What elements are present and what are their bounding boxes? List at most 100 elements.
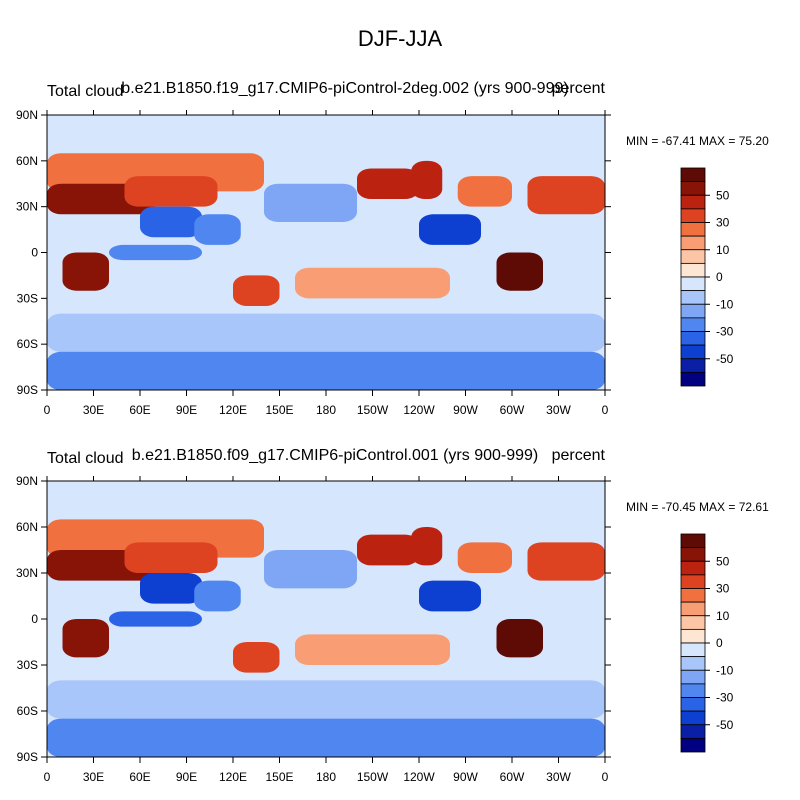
- x-tick-label: 30W: [546, 770, 571, 784]
- region-cell: [140, 573, 202, 604]
- x-tick-label: 0: [602, 403, 609, 417]
- colorbar-box: [680, 533, 706, 549]
- y-tick-label: 30N: [16, 200, 38, 214]
- panel-case-label: b.e21.B1850.f09_g17.CMIP6-piControl.001 …: [132, 447, 538, 464]
- region-cell: [140, 206, 202, 238]
- region-cell: [264, 550, 357, 589]
- colorbar-box: [680, 181, 706, 196]
- colorbar-box: [680, 276, 706, 292]
- min-max-stats: MIN = -67.41 MAX = 75.20: [626, 134, 769, 148]
- stat-max-label: MAX =: [699, 500, 739, 514]
- region-cell: [47, 313, 605, 352]
- y-tick-label: 0: [31, 612, 38, 626]
- region-cell: [411, 527, 443, 566]
- colorbar-label: 0: [716, 636, 723, 650]
- stat-max-value: 72.61: [739, 500, 769, 514]
- x-tick-label: 30E: [83, 770, 104, 784]
- region-cell: [419, 580, 481, 612]
- colorbar-box: [680, 167, 706, 183]
- colorbar-box: [680, 628, 706, 644]
- figure-title: DJF-JJA: [358, 26, 443, 51]
- x-tick-label: 0: [44, 403, 51, 417]
- region-cell: [124, 176, 218, 207]
- y-tick-label: 60N: [16, 520, 38, 534]
- colorbar-box: [680, 331, 706, 346]
- stat-max-label: MAX =: [699, 134, 739, 148]
- x-tick-label: 120W: [403, 403, 435, 417]
- colorbar-box: [680, 724, 706, 739]
- map-field: [47, 115, 605, 390]
- colorbar-box: [680, 642, 706, 658]
- colorbar-box: [680, 358, 706, 373]
- colorbar-box: [680, 208, 706, 223]
- colorbar-box: [680, 344, 706, 360]
- colorbar-box: [680, 710, 706, 726]
- map-field: [47, 481, 605, 757]
- y-tick-label: 90N: [16, 108, 38, 122]
- region-cell: [47, 481, 605, 527]
- x-tick-label: 180: [316, 770, 336, 784]
- y-tick-label: 30S: [17, 658, 38, 672]
- x-tick-label: 150E: [265, 770, 293, 784]
- region-cell: [295, 634, 450, 665]
- colorbar-label: -30: [716, 691, 734, 705]
- colorbar-box: [680, 235, 706, 251]
- colorbar-label: -50: [716, 352, 734, 366]
- x-tick-label: 90E: [176, 403, 197, 417]
- x-tick-label: 150E: [265, 403, 293, 417]
- y-tick-label: 30S: [17, 291, 38, 305]
- x-tick-label: 120E: [219, 770, 247, 784]
- colorbar-label: 50: [716, 188, 730, 202]
- colorbar-box: [680, 262, 706, 278]
- panel-top: Total cloudb.e21.B1850.f19_g17.CMIP6-piC…: [16, 80, 769, 417]
- region-cell: [264, 183, 357, 222]
- y-tick-label: 30N: [16, 566, 38, 580]
- colorbar-box: [680, 683, 706, 698]
- panel-case-label: b.e21.B1850.f19_g17.CMIP6-piControl-2deg…: [121, 80, 568, 97]
- panel-units-label: percent: [552, 447, 606, 464]
- x-tick-label: 0: [44, 770, 51, 784]
- panel-left-label: Total cloud: [47, 83, 124, 100]
- y-tick-label: 90N: [16, 474, 38, 488]
- region-cell: [233, 642, 280, 673]
- colorbar-box: [680, 656, 706, 671]
- colorbar-box: [680, 303, 706, 319]
- colorbar-box: [680, 317, 706, 332]
- region-cell: [62, 619, 109, 658]
- colorbar-label: -10: [716, 297, 734, 311]
- x-tick-label: 150W: [357, 403, 389, 417]
- colorbar-box: [680, 222, 706, 237]
- panel-left-label: Total cloud: [47, 450, 124, 467]
- colorbar-label: -10: [716, 663, 734, 677]
- region-cell: [496, 252, 543, 291]
- colorbar-label: 30: [716, 582, 730, 596]
- colorbar-box: [680, 697, 706, 712]
- panel-bottom: Total cloud b.e21.B1850.f09_g17.CMIP6-piC…: [16, 447, 769, 784]
- region-cell: [357, 534, 419, 566]
- stat-min-label: MIN =: [626, 134, 662, 148]
- min-max-stats: MIN = -70.45 MAX = 72.61: [626, 500, 769, 514]
- region-cell: [194, 214, 241, 245]
- x-tick-label: 60W: [500, 770, 525, 784]
- colorbar-box: [680, 560, 706, 576]
- region-cell: [109, 244, 202, 261]
- colorbar-box: [680, 194, 706, 210]
- colorbar-box: [680, 547, 706, 562]
- x-tick-label: 60E: [129, 770, 150, 784]
- colorbar-label: -30: [716, 325, 734, 339]
- region-cell: [47, 680, 605, 719]
- colorbar-label: 0: [716, 270, 723, 284]
- region-cell: [496, 619, 543, 658]
- y-tick-label: 90S: [17, 383, 38, 397]
- x-tick-label: 120W: [403, 770, 435, 784]
- y-tick-label: 60S: [17, 704, 38, 718]
- region-cell: [457, 542, 512, 573]
- y-tick-label: 60N: [16, 154, 38, 168]
- region-cell: [457, 176, 512, 207]
- colorbar-label: 10: [716, 243, 730, 257]
- colorbar-label: 30: [716, 216, 730, 230]
- x-tick-label: 0: [602, 770, 609, 784]
- region-cell: [419, 214, 481, 245]
- x-tick-label: 60E: [129, 403, 150, 417]
